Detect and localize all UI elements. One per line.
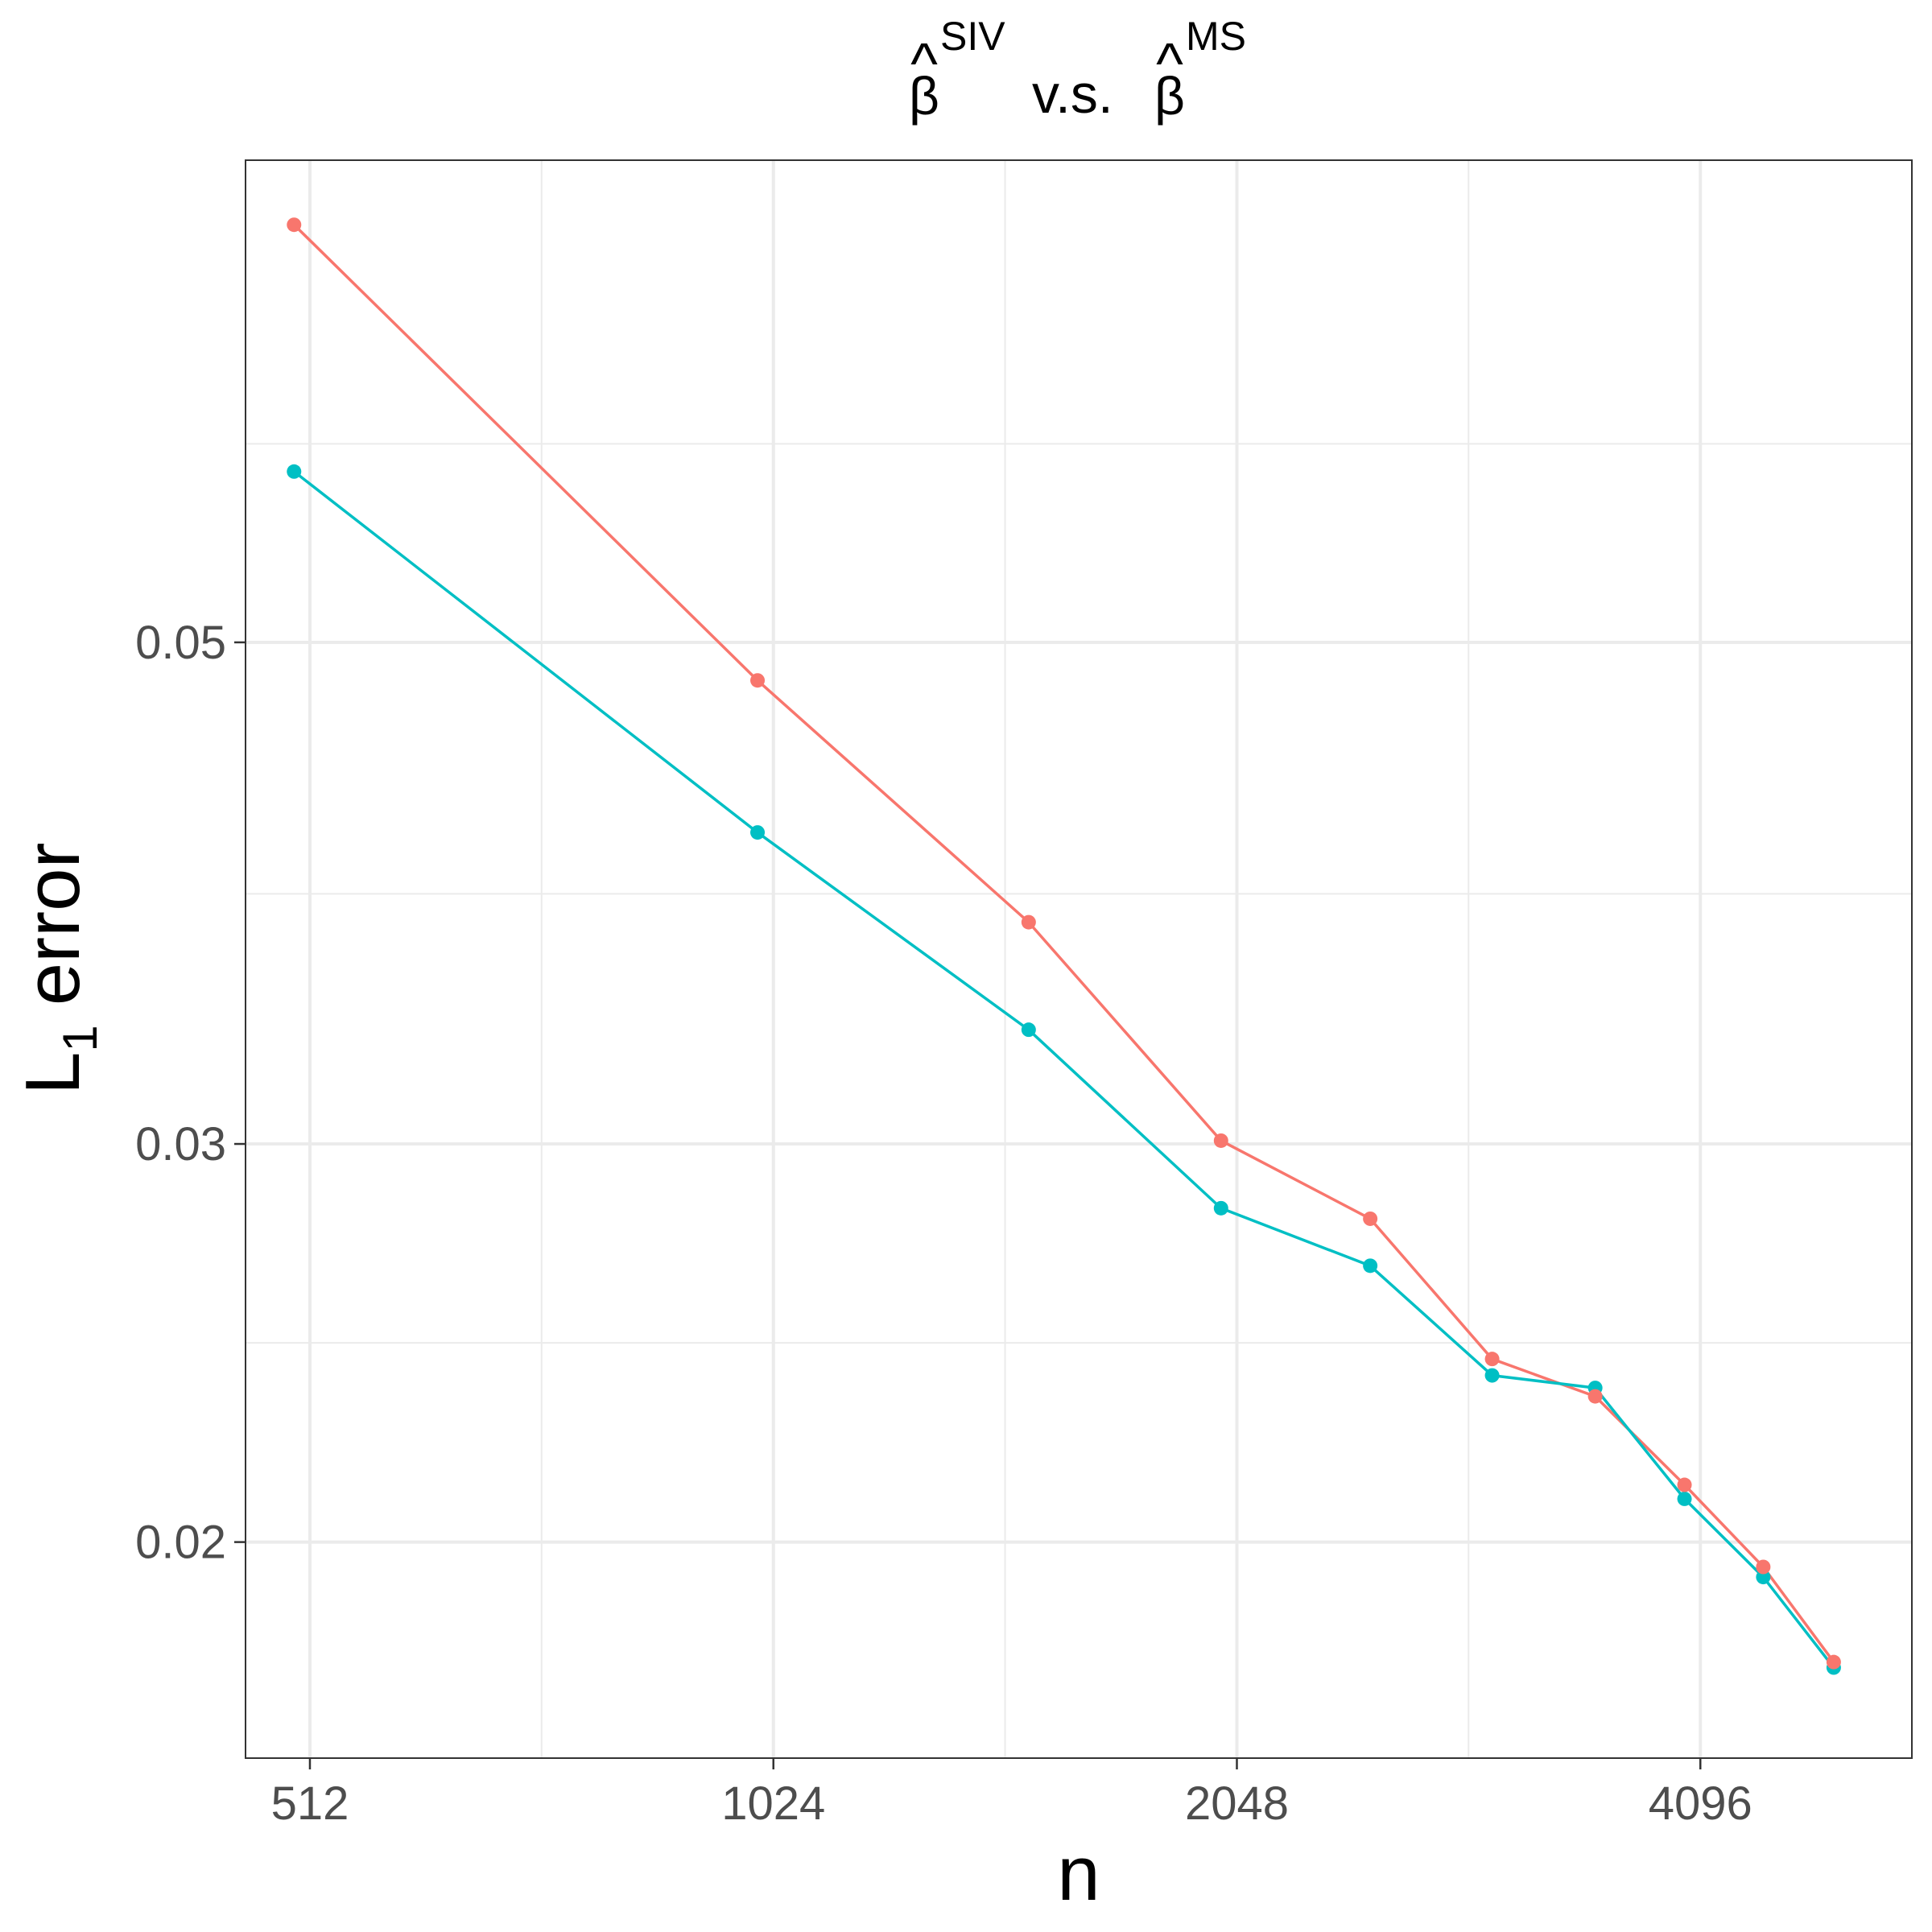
grid-minor: [246, 160, 1912, 1758]
title-superscript-left: SIV: [940, 14, 1005, 59]
data-point-siv: [1213, 1133, 1228, 1148]
x-axis: 512 1024 2048 4096: [271, 1758, 1752, 1830]
data-point-siv: [1587, 1389, 1603, 1404]
title-hat-right: ^: [1156, 32, 1183, 97]
title-beta-right: β: [1154, 66, 1185, 126]
y-axis: 0.02 0.03 0.05: [135, 617, 246, 1569]
y-axis-title: L1 error: [10, 843, 107, 1095]
data-point-ms: [1484, 1368, 1500, 1383]
data-point-siv: [1677, 1477, 1692, 1492]
y-axis-title-rest: error: [10, 843, 96, 1006]
data-point-siv: [287, 217, 302, 233]
y-axis-title-main: L: [10, 1052, 96, 1095]
title-connector: v.s.: [1032, 64, 1113, 125]
x-axis-title: n: [1057, 1831, 1100, 1917]
series-line-siv: [293, 223, 1835, 1663]
y-tick-label: 0.02: [135, 1517, 226, 1569]
x-tick-label: 2048: [1185, 1777, 1289, 1830]
data-point-siv: [1021, 914, 1036, 930]
data-point-siv: [750, 673, 766, 688]
data-point-ms: [1213, 1200, 1228, 1216]
data-point-siv: [1826, 1654, 1841, 1670]
data-point-ms: [1756, 1570, 1771, 1585]
grid-major: [246, 160, 1912, 1758]
data-point-siv: [1484, 1352, 1500, 1367]
data-point-ms: [1363, 1258, 1378, 1274]
x-tick-label: 1024: [721, 1777, 825, 1830]
x-tick-label: 4096: [1649, 1777, 1752, 1830]
series-layer: [287, 217, 1841, 1675]
data-point-ms: [1021, 1022, 1036, 1038]
chart-title: ^ β SIV v.s. ^ β MS: [909, 14, 1246, 126]
data-point-ms: [750, 825, 766, 840]
x-tick-label: 512: [271, 1777, 349, 1830]
title-beta-left: β: [909, 66, 939, 126]
plot-panel-border: [245, 159, 1913, 1759]
data-point-ms: [287, 464, 302, 479]
title-superscript-right: MS: [1186, 14, 1246, 59]
y-axis-title-subscript: 1: [53, 1025, 107, 1051]
y-tick-label: 0.03: [135, 1118, 226, 1170]
data-point-siv: [1363, 1211, 1378, 1226]
y-tick-label: 0.05: [135, 617, 226, 669]
title-hat-left: ^: [910, 32, 938, 97]
data-point-ms: [1677, 1491, 1692, 1506]
series-line-ms: [293, 470, 1835, 1669]
data-point-siv: [1756, 1559, 1771, 1575]
